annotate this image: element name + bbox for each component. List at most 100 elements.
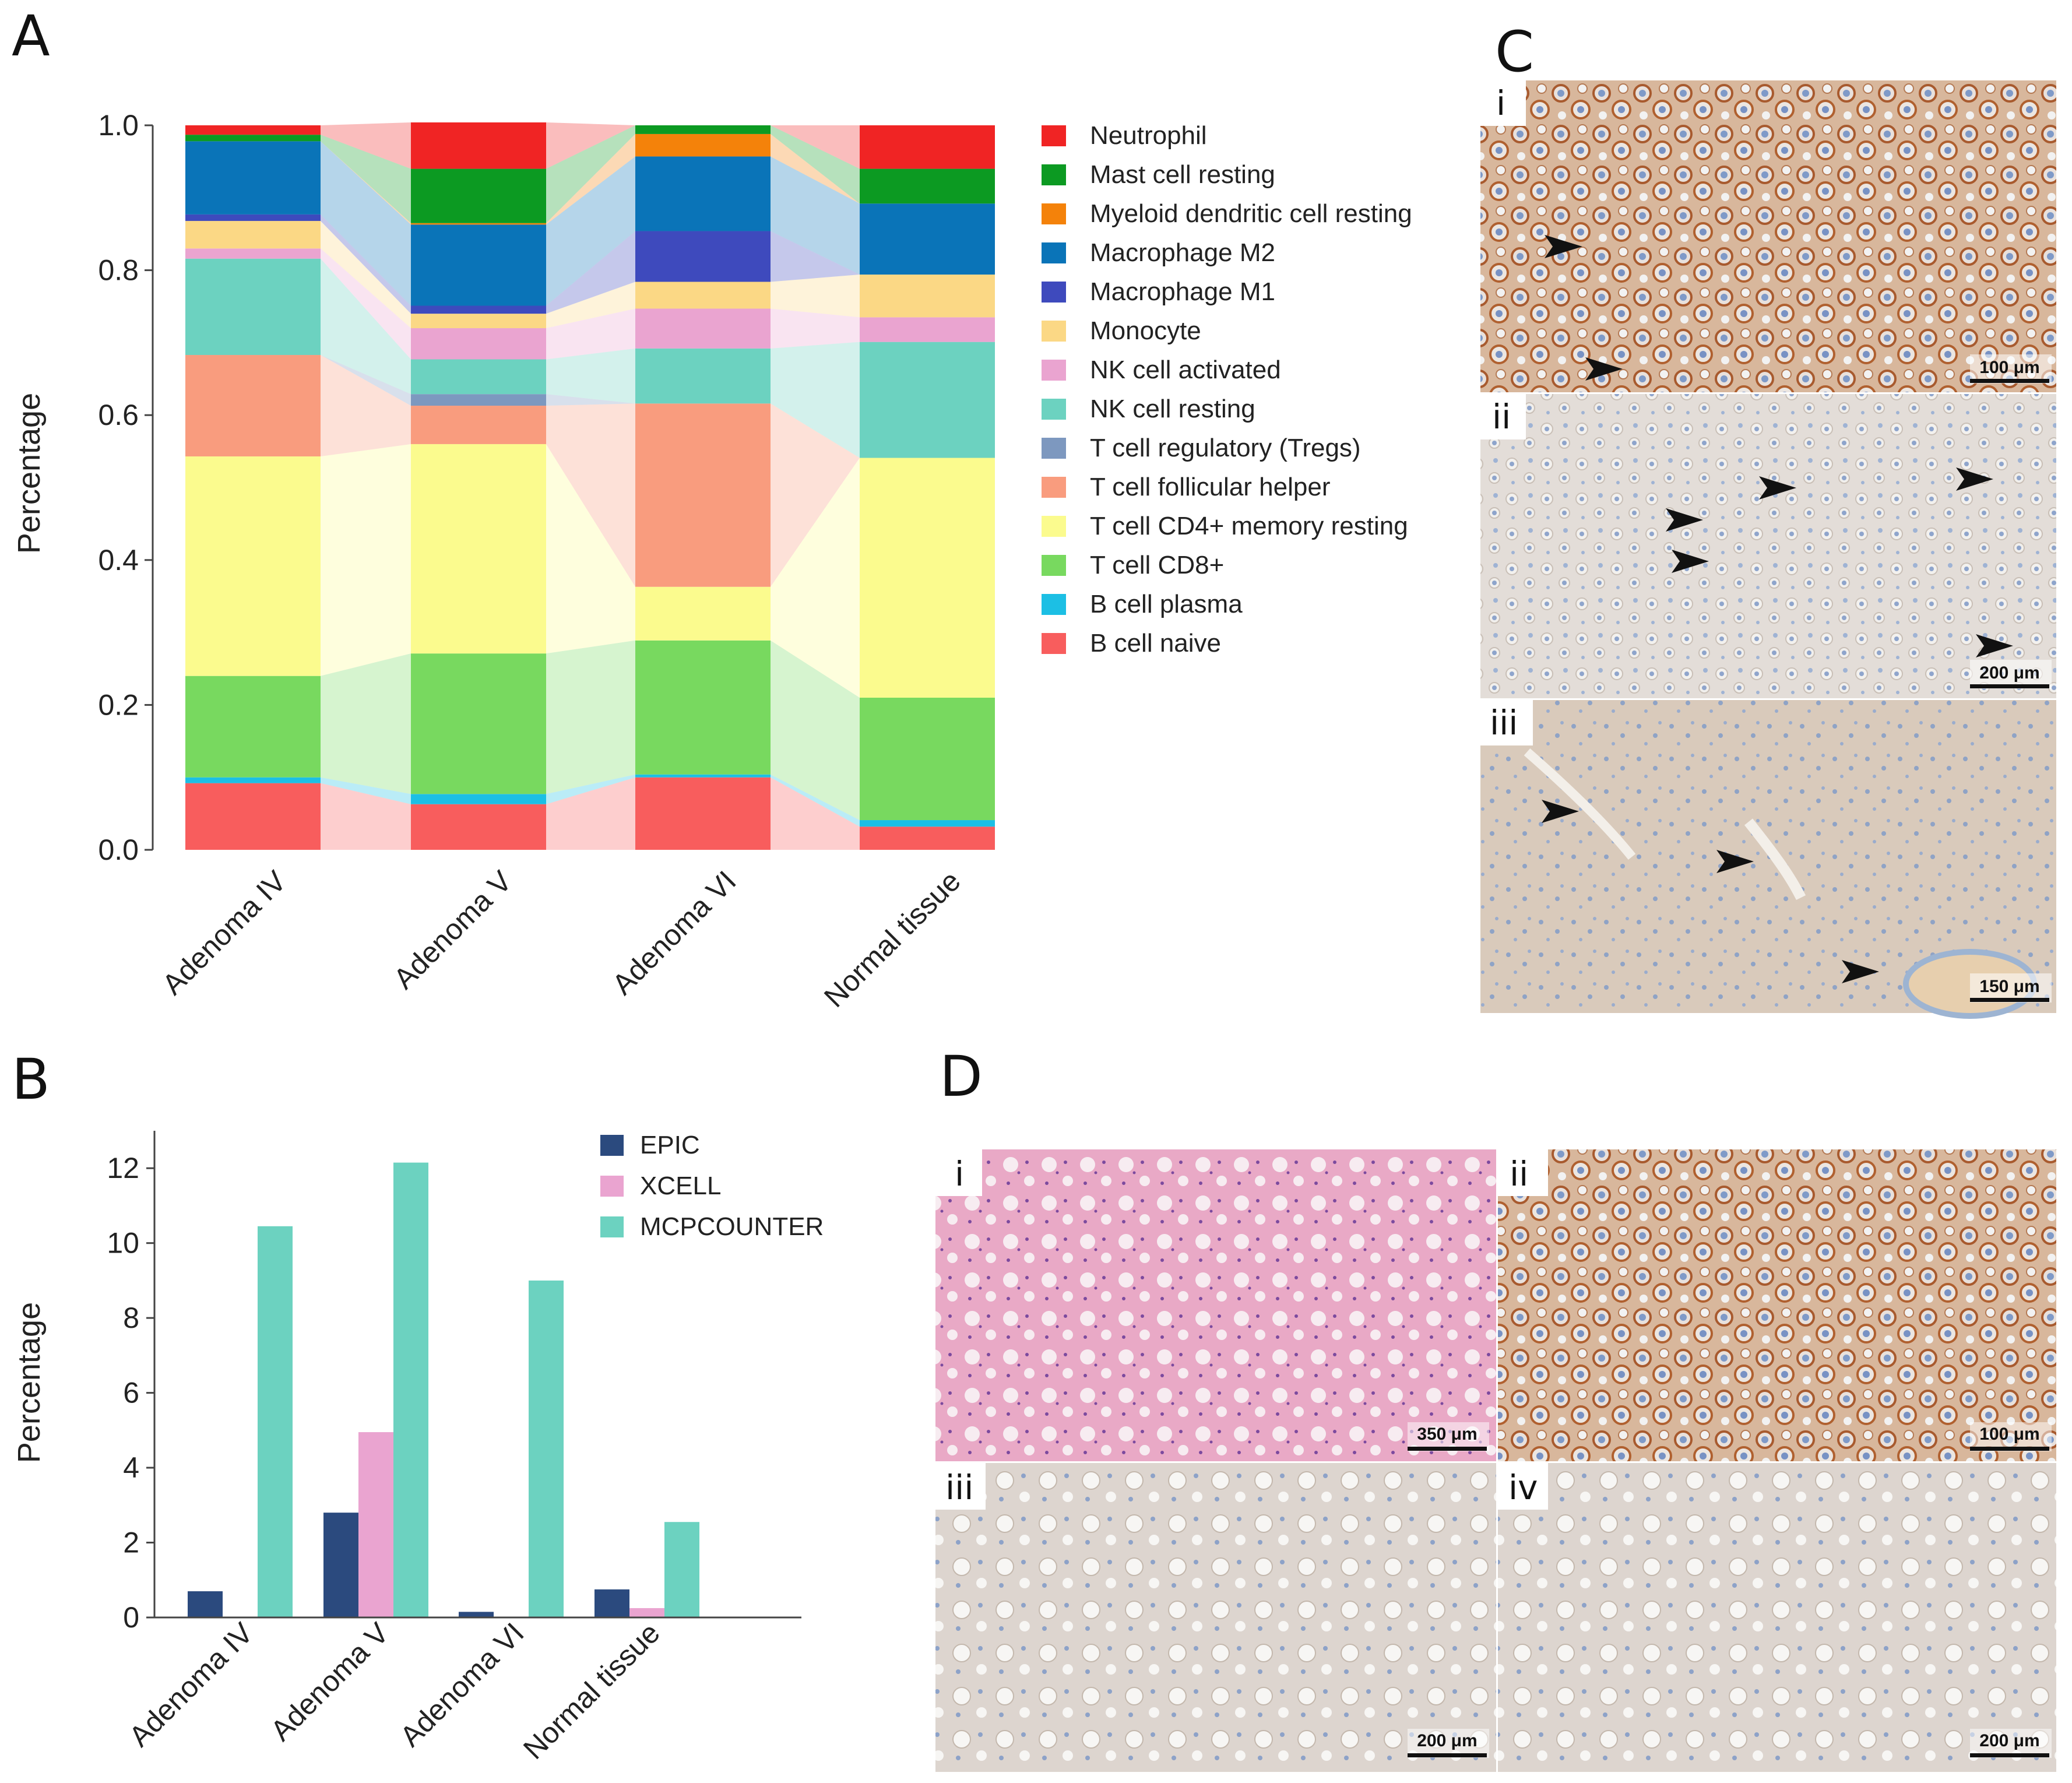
flow-bands bbox=[321, 122, 860, 850]
bar-mcpcounter bbox=[529, 1280, 564, 1617]
bar-segment-macrophage-m2 bbox=[635, 156, 771, 231]
bar-segment-t-cell-follicular-helper bbox=[185, 355, 321, 457]
label-box bbox=[1498, 1463, 1548, 1510]
flow-band-t-cell-regulatory-tregs bbox=[546, 394, 635, 406]
flow-band-b-cell-plasma bbox=[546, 774, 635, 804]
legend-label: Myeloid dendritic cell resting bbox=[1090, 199, 1412, 228]
sub-label: iv bbox=[1508, 1468, 1538, 1507]
flow-band-t-cell-cd4-memory-resting bbox=[321, 444, 411, 676]
bar-segment-b-cell-naive bbox=[411, 804, 546, 850]
panel-label-b: B bbox=[12, 1047, 50, 1112]
flow-band-t-cell-cd4-memory-resting bbox=[771, 458, 860, 698]
scale-label-bg bbox=[1408, 1729, 1489, 1758]
y-ticks: 0 2 4 6 8 10 12 bbox=[107, 1152, 154, 1634]
y-ticks: 0.0 0.2 0.4 0.6 0.8 1.0 bbox=[98, 109, 153, 866]
bar-xcell bbox=[629, 1608, 664, 1617]
scale-bar-label: 200 μm bbox=[1979, 1731, 2039, 1750]
grouped-bars bbox=[188, 1162, 699, 1617]
bar-segment-neutrophil bbox=[411, 122, 546, 169]
scale-bar-label: 200 μm bbox=[1417, 1731, 1477, 1750]
flow-band-macrophage-m2 bbox=[771, 156, 860, 275]
legend-swatch-mast-cell-resting bbox=[1042, 164, 1066, 185]
legend: Neutrophil Mast cell resting Myeloid dendr… bbox=[1042, 121, 1412, 657]
sub-label: i bbox=[1496, 83, 1505, 123]
x-tick-label: Adenoma IV bbox=[123, 1616, 260, 1753]
flow-band-nk-cell-activated bbox=[771, 308, 860, 349]
micrograph-image bbox=[1498, 1463, 2056, 1772]
bar-segment-b-cell-naive bbox=[635, 777, 771, 850]
sub-label: i bbox=[955, 1154, 964, 1194]
flow-band-neutrophil bbox=[321, 122, 411, 169]
bar-segment-t-cell-cd8 bbox=[185, 676, 321, 778]
flow-band-b-cell-plasma bbox=[321, 777, 411, 804]
bar-segment-t-cell-cd8 bbox=[860, 697, 995, 821]
bar-segment-nk-cell-activated bbox=[411, 328, 546, 360]
flow-band-macrophage-m2 bbox=[321, 141, 411, 306]
y-tick-label: 8 bbox=[123, 1302, 139, 1334]
bar-segment-b-cell-plasma bbox=[635, 774, 771, 778]
flow-band-myeloid-dendritic-cell-resting bbox=[546, 133, 635, 225]
flow-band-t-cell-regulatory-tregs bbox=[321, 355, 411, 406]
scale-bar bbox=[1408, 1447, 1487, 1451]
scale-label-bg bbox=[1970, 660, 2052, 689]
label-box bbox=[935, 1463, 986, 1510]
legend-swatch-nk-cell-activated bbox=[1042, 360, 1066, 381]
legend-label: Macrophage M2 bbox=[1090, 238, 1275, 267]
flow-band-neutrophil bbox=[771, 125, 860, 169]
flow-band-t-cell-cd4-memory-resting bbox=[546, 444, 635, 654]
legend-swatch-t-cell-follicular-helper bbox=[1042, 477, 1066, 498]
sub-label: ii bbox=[1492, 397, 1511, 437]
bar-segment-monocyte bbox=[860, 275, 995, 318]
flow-band-nk-cell-resting bbox=[546, 348, 635, 404]
y-tick-label: 0.6 bbox=[98, 399, 139, 431]
bar-segment-mast-cell-resting bbox=[860, 168, 995, 204]
bar-segment-mast-cell-resting bbox=[411, 168, 546, 223]
legend-swatch-neutrophil bbox=[1042, 125, 1066, 146]
legend-label: T cell CD8+ bbox=[1090, 551, 1224, 579]
flow-band-macrophage-m1 bbox=[321, 214, 411, 314]
y-tick-label: 0.2 bbox=[98, 688, 139, 721]
flow-band-nk-cell-activated bbox=[546, 308, 635, 360]
bar-segment-t-cell-cd4-memory-resting bbox=[411, 444, 546, 654]
scale-bar-label: 100 μm bbox=[1979, 1425, 2039, 1444]
bar-segment-macrophage-m2 bbox=[185, 141, 321, 214]
bar-segment-nk-cell-resting bbox=[411, 359, 546, 395]
bar-segment-macrophage-m2 bbox=[411, 224, 546, 306]
bar-segment-b-cell-plasma bbox=[185, 777, 321, 783]
bar-segment-b-cell-plasma bbox=[860, 820, 995, 827]
y-axis-title: Percentage bbox=[12, 1302, 47, 1463]
flow-band-nk-cell-resting bbox=[771, 342, 860, 458]
x-tick-label: Adenoma IV bbox=[156, 864, 293, 1001]
scale-bar bbox=[1970, 1753, 2049, 1757]
bar-segment-nk-cell-activated bbox=[185, 248, 321, 259]
scale-label-bg bbox=[1970, 973, 2052, 1003]
legend-swatch-t-cell-regulatory-tregs bbox=[1042, 438, 1066, 459]
bar-segment-t-cell-regulatory-tregs bbox=[411, 394, 546, 406]
arrowhead-icon bbox=[1585, 357, 1623, 381]
flow-band-t-cell-follicular-helper bbox=[321, 355, 411, 457]
legend-label: T cell regulatory (Tregs) bbox=[1090, 434, 1361, 462]
bar-segment-t-cell-cd4-memory-resting bbox=[635, 586, 771, 641]
scale-bar bbox=[1970, 1447, 2049, 1451]
legend-swatch-b-cell-plasma bbox=[1042, 594, 1066, 615]
legend-swatch-myeloid-dendritic-cell-resting bbox=[1042, 203, 1066, 224]
legend-label: B cell naive bbox=[1090, 629, 1221, 657]
flow-band-nk-cell-resting bbox=[321, 258, 411, 395]
legend-label: NK cell resting bbox=[1090, 395, 1255, 423]
bar-segment-nk-cell-activated bbox=[635, 308, 771, 349]
legend-label: Mast cell resting bbox=[1090, 160, 1275, 189]
legend: EPIC XCELL MCPCOUNTER bbox=[600, 1131, 824, 1241]
label-box bbox=[1480, 80, 1526, 126]
arrowhead-icon bbox=[1716, 850, 1754, 873]
flow-band-b-cell-naive bbox=[321, 783, 411, 850]
x-tick-label: Adenoma V bbox=[387, 864, 518, 996]
y-tick-label: 6 bbox=[123, 1377, 139, 1409]
bar-segment-myeloid-dendritic-cell-resting bbox=[635, 133, 771, 157]
bar-segment-neutrophil bbox=[860, 125, 995, 169]
flow-band-mast-cell-resting bbox=[321, 135, 411, 223]
flow-band-t-cell-follicular-helper bbox=[546, 403, 635, 587]
legend-swatch-macrophage-m2 bbox=[1042, 242, 1066, 263]
x-tick-label: Normal tissue bbox=[517, 1616, 666, 1766]
